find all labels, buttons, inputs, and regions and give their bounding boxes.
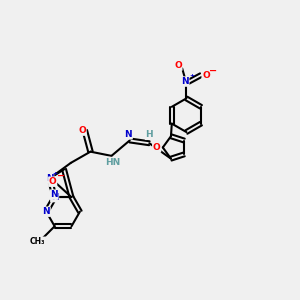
Text: O: O [174,61,182,70]
Text: +: + [52,171,58,176]
Text: N: N [51,193,58,202]
Text: N: N [50,190,58,199]
Text: N: N [46,174,54,183]
Text: O: O [153,143,160,152]
Text: O: O [202,70,210,80]
Text: N: N [124,130,132,139]
Text: N: N [42,207,50,216]
Text: HN: HN [105,158,121,166]
Text: −: − [57,171,65,181]
Text: N: N [181,77,189,86]
Text: O: O [49,177,57,186]
Text: +: + [189,73,195,78]
Text: −: − [209,66,217,76]
Text: H: H [146,130,153,139]
Text: CH₃: CH₃ [30,237,46,246]
Text: O: O [78,126,86,135]
